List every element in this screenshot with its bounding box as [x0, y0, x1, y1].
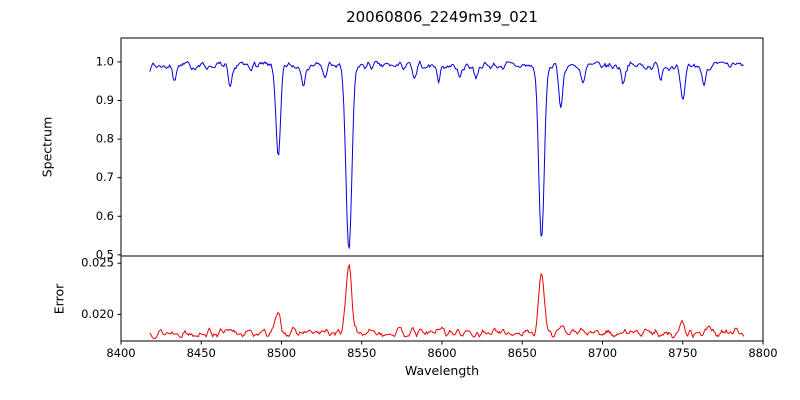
spectrum-ytick-label: 0.9: [96, 93, 114, 107]
error-line: [149, 264, 745, 340]
spectrum-ytick-label: 1.0: [96, 54, 114, 68]
x-axis-label: Wavelength: [404, 363, 480, 378]
spectrum-ytick-label: 0.7: [96, 170, 114, 184]
x-tick-label: 8650: [508, 346, 537, 360]
x-tick-label: 8600: [427, 346, 456, 360]
x-tick-label: 8700: [588, 346, 617, 360]
x-tick-label: 8550: [347, 346, 376, 360]
x-tick-label: 8500: [267, 346, 296, 360]
x-tick-label: 8400: [106, 346, 135, 360]
spectrum-ytick-label: 0.8: [96, 132, 114, 146]
x-tick-label: 8800: [748, 346, 777, 360]
chart-title: 20060806_2249m39_021: [346, 8, 538, 26]
spectrum-ytick-label: 0.5: [96, 247, 114, 261]
spectrum-ytick-label: 0.6: [96, 209, 114, 223]
error-ytick-label: 0.025: [81, 256, 114, 270]
error-ytick-label: 0.020: [81, 307, 114, 321]
x-tick-label: 8750: [668, 346, 697, 360]
x-tick-label: 8450: [187, 346, 216, 360]
spectrum-line: [149, 60, 744, 249]
error-panel-border: [120, 255, 764, 342]
spectrum-panel-border: [120, 37, 764, 257]
